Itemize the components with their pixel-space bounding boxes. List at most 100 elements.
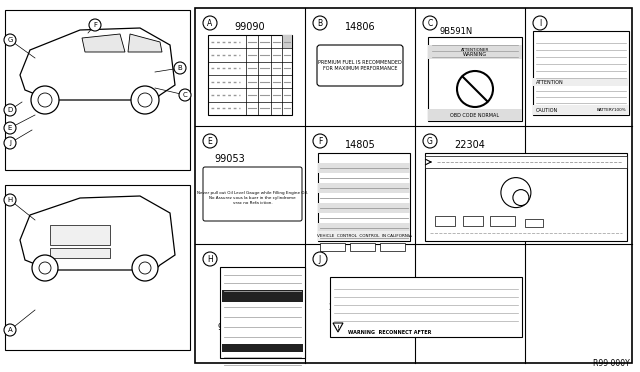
Circle shape (313, 252, 327, 266)
Bar (425, 156, 627, 168)
Bar (330, 277, 522, 337)
Bar (318, 183, 410, 193)
Text: C: C (428, 19, 433, 28)
Circle shape (423, 134, 437, 148)
Bar (380, 243, 405, 251)
Bar (425, 153, 627, 241)
FancyBboxPatch shape (317, 45, 403, 86)
Circle shape (4, 122, 16, 134)
Polygon shape (20, 28, 175, 100)
Circle shape (4, 194, 16, 206)
Text: H: H (8, 197, 13, 203)
Text: 14806: 14806 (345, 22, 375, 32)
Bar (320, 243, 345, 251)
Text: 26059N: 26059N (328, 304, 361, 312)
Bar (5, 10, 190, 170)
Text: E: E (8, 125, 12, 131)
FancyBboxPatch shape (203, 167, 302, 221)
Bar (463, 216, 483, 226)
Bar (50, 248, 110, 258)
Circle shape (4, 34, 16, 46)
Text: I: I (539, 19, 541, 28)
Circle shape (89, 19, 101, 31)
Bar (490, 216, 515, 226)
Text: B: B (317, 19, 323, 28)
Circle shape (139, 262, 151, 274)
Text: ATTENTIONER: ATTENTIONER (461, 48, 489, 52)
Text: VEHICLE  CONTROL  CONTROL  IN CALIFORNIA: VEHICLE CONTROL CONTROL IN CALIFORNIA (317, 234, 412, 238)
Circle shape (131, 86, 159, 114)
Bar (318, 223, 410, 233)
Bar (525, 219, 543, 227)
Bar (5, 185, 190, 350)
Text: A: A (207, 19, 212, 28)
Circle shape (132, 255, 158, 281)
Text: F: F (318, 137, 322, 145)
Bar (208, 35, 292, 115)
Circle shape (203, 134, 217, 148)
Bar (222, 344, 303, 352)
Text: Never pull out Oil Level Gauge while Filling Engine Oil.
No Assurez vous la buer: Never pull out Oil Level Gauge while Fil… (197, 192, 308, 205)
Bar (428, 49, 522, 59)
Circle shape (203, 252, 217, 266)
Polygon shape (82, 34, 125, 52)
Circle shape (501, 177, 531, 208)
Bar (533, 31, 629, 115)
Text: OBD CODE NORMAL: OBD CODE NORMAL (451, 112, 500, 118)
Text: PREMIUM FUEL IS RECOMMENDED
FOR MAXIMUM PERFORMANCE: PREMIUM FUEL IS RECOMMENDED FOR MAXIMUM … (318, 60, 402, 71)
Text: J: J (319, 254, 321, 263)
Bar (435, 216, 455, 226)
Circle shape (179, 89, 191, 101)
Circle shape (138, 93, 152, 107)
Bar (428, 109, 522, 121)
Text: 99090: 99090 (235, 22, 266, 32)
Circle shape (313, 134, 327, 148)
Text: A: A (8, 327, 12, 333)
Text: G: G (427, 137, 433, 145)
Circle shape (174, 62, 186, 74)
Text: 22304: 22304 (454, 140, 485, 150)
Bar (533, 78, 629, 86)
Bar (282, 35, 292, 48)
Bar (220, 267, 305, 358)
Text: 9B591N: 9B591N (440, 26, 473, 35)
Bar (428, 45, 522, 55)
Circle shape (533, 16, 547, 30)
Text: E: E (207, 137, 212, 145)
Bar (222, 290, 303, 302)
Bar (318, 163, 410, 173)
Text: !: ! (337, 325, 339, 331)
Text: B: B (178, 65, 182, 71)
Circle shape (4, 104, 16, 116)
Text: G: G (7, 37, 13, 43)
Text: C: C (182, 92, 188, 98)
Circle shape (31, 86, 59, 114)
Bar (318, 231, 410, 241)
Circle shape (32, 255, 58, 281)
Circle shape (39, 262, 51, 274)
Bar (533, 105, 629, 115)
Text: H: H (207, 254, 213, 263)
Text: F: F (93, 22, 97, 28)
Circle shape (313, 16, 327, 30)
Bar (318, 203, 410, 213)
Text: ATTENTION: ATTENTION (536, 80, 564, 84)
Polygon shape (333, 323, 343, 332)
Bar (318, 153, 410, 241)
Polygon shape (20, 196, 175, 270)
Text: 99053: 99053 (214, 154, 245, 164)
Circle shape (38, 93, 52, 107)
Bar (428, 37, 522, 121)
Circle shape (4, 137, 16, 149)
Bar (350, 243, 375, 251)
Text: J: J (9, 140, 11, 146)
Text: CAUTION: CAUTION (536, 108, 558, 112)
Text: R99 000Y: R99 000Y (593, 359, 630, 369)
Bar (50, 225, 110, 245)
Text: 99053+A: 99053+A (541, 103, 579, 112)
Circle shape (203, 16, 217, 30)
Text: WARNING  RECONNECT AFTER: WARNING RECONNECT AFTER (348, 330, 431, 334)
Text: WARNING: WARNING (463, 51, 487, 57)
Text: 990A2: 990A2 (218, 324, 244, 333)
Text: 14805: 14805 (344, 140, 376, 150)
